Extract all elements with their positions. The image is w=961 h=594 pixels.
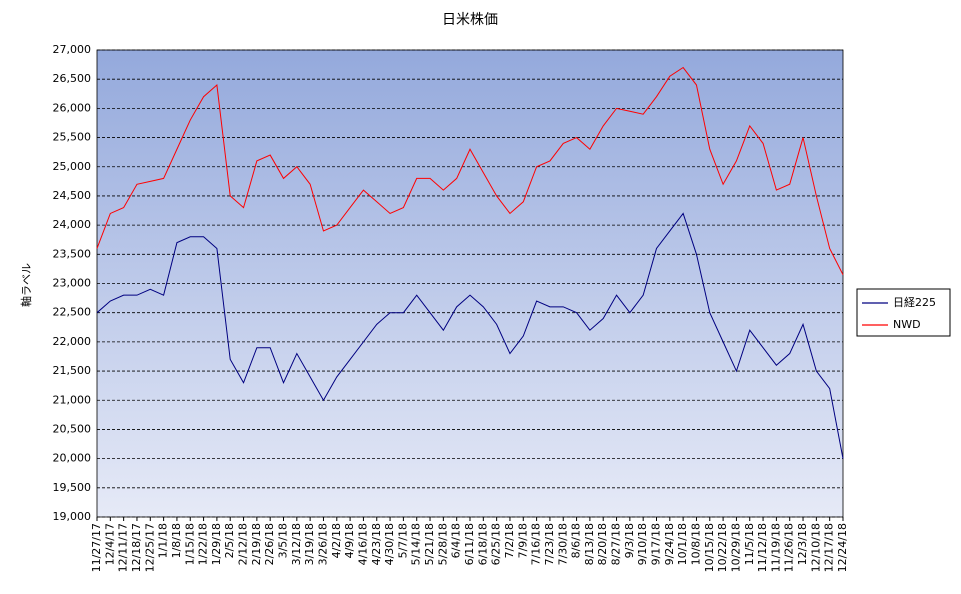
- y-tick-label: 27,000: [53, 43, 92, 56]
- y-tick-label: 26,500: [53, 72, 92, 85]
- y-tick-label: 23,000: [53, 277, 92, 290]
- x-tick-label: 5/21/18: [423, 523, 436, 565]
- x-tick-label: 9/10/18: [636, 523, 649, 565]
- series-line: [96, 212, 844, 459]
- x-tick-label: 3/12/18: [290, 523, 303, 565]
- x-tick-label: 6/18/18: [476, 523, 489, 565]
- y-tick-label: 26,000: [53, 101, 92, 114]
- x-tick-label: 1/15/18: [183, 523, 196, 565]
- x-tick-label: 2/5/18: [223, 523, 236, 558]
- x-tick-label: 8/6/18: [570, 523, 583, 558]
- x-tick-label: 1/8/18: [170, 523, 183, 558]
- x-tick-label: 12/4/17: [103, 523, 116, 565]
- x-tick-label: 12/18/17: [130, 523, 143, 572]
- x-tick-label: 12/3/18: [796, 523, 809, 565]
- x-tick-label: 1/29/18: [210, 523, 223, 565]
- y-tick-label: 23,500: [53, 247, 92, 260]
- x-tick-label: 2/12/18: [237, 523, 250, 565]
- x-tick-label: 10/8/18: [689, 523, 702, 565]
- x-tick-label: 10/29/18: [729, 523, 742, 572]
- legend: [856, 288, 951, 337]
- x-tick-label: 11/27/17: [90, 523, 103, 572]
- y-tick-label: 22,000: [53, 335, 92, 348]
- x-tick-label: 12/11/17: [117, 523, 130, 572]
- y-tick-label: 25,000: [53, 160, 92, 173]
- x-tick-label: 1/22/18: [197, 523, 210, 565]
- x-tick-label: 1/1/18: [157, 523, 170, 558]
- y-tick-label: 24,500: [53, 189, 92, 202]
- x-tick-label: 8/27/18: [610, 523, 623, 565]
- y-tick-label: 19,500: [53, 481, 92, 494]
- y-tick-label: 24,000: [53, 218, 92, 231]
- x-tick-label: 4/2/18: [330, 523, 343, 558]
- x-tick-label: 3/5/18: [277, 523, 290, 558]
- x-tick-label: 11/26/18: [783, 523, 796, 572]
- x-tick-label: 4/16/18: [356, 523, 369, 565]
- x-tick-label: 6/11/18: [463, 523, 476, 565]
- x-tick-label: 7/23/18: [543, 523, 556, 565]
- x-tick-label: 7/16/18: [530, 523, 543, 565]
- x-tick-label: 2/26/18: [263, 523, 276, 565]
- x-tick-label: 5/28/18: [436, 523, 449, 565]
- x-tick-label: 2/19/18: [250, 523, 263, 565]
- x-tick-label: 3/26/18: [316, 523, 329, 565]
- x-tick-label: 12/24/18: [836, 523, 849, 572]
- x-tick-label: 8/13/18: [583, 523, 596, 565]
- legend-label: 日経225: [893, 296, 936, 309]
- x-tick-label: 11/5/18: [743, 523, 756, 565]
- x-tick-label: 6/4/18: [450, 523, 463, 558]
- legend-label: NWD: [893, 318, 921, 331]
- x-tick-label: 5/14/18: [410, 523, 423, 565]
- x-tick-label: 12/10/18: [809, 523, 822, 572]
- x-tick-label: 9/17/18: [650, 523, 663, 565]
- x-tick-label: 7/30/18: [556, 523, 569, 565]
- y-tick-label: 21,500: [53, 364, 92, 377]
- x-tick-label: 7/2/18: [503, 523, 516, 558]
- x-tick-label: 10/1/18: [676, 523, 689, 565]
- x-tick-label: 5/7/18: [396, 523, 409, 558]
- x-tick-label: 11/12/18: [756, 523, 769, 572]
- y-tick-label: 21,000: [53, 393, 92, 406]
- x-tick-label: 9/24/18: [663, 523, 676, 565]
- chart-title: 日米株価: [442, 12, 498, 28]
- x-tick-label: 11/19/18: [769, 523, 782, 572]
- x-tick-label: 8/20/18: [596, 523, 609, 565]
- x-tick-label: 10/15/18: [703, 523, 716, 572]
- x-tick-label: 6/25/18: [490, 523, 503, 565]
- x-tick-label: 12/25/17: [143, 523, 156, 572]
- y-tick-label: 20,000: [53, 452, 92, 465]
- x-tick-label: 10/22/18: [716, 523, 729, 572]
- y-tick-label: 25,500: [53, 131, 92, 144]
- y-tick-label: 19,000: [53, 510, 92, 523]
- y-axis-label: 軸ラベル: [19, 263, 33, 307]
- x-tick-label: 9/3/18: [623, 523, 636, 558]
- y-tick-label: 20,500: [53, 422, 92, 435]
- x-tick-label: 4/23/18: [370, 523, 383, 565]
- x-tick-label: 7/9/18: [516, 523, 529, 558]
- series-line: [96, 66, 844, 275]
- x-tick-label: 4/9/18: [343, 523, 356, 558]
- y-tick-label: 22,500: [53, 306, 92, 319]
- x-tick-label: 4/30/18: [383, 523, 396, 565]
- x-tick-label: 3/19/18: [303, 523, 316, 565]
- x-tick-label: 12/17/18: [823, 523, 836, 572]
